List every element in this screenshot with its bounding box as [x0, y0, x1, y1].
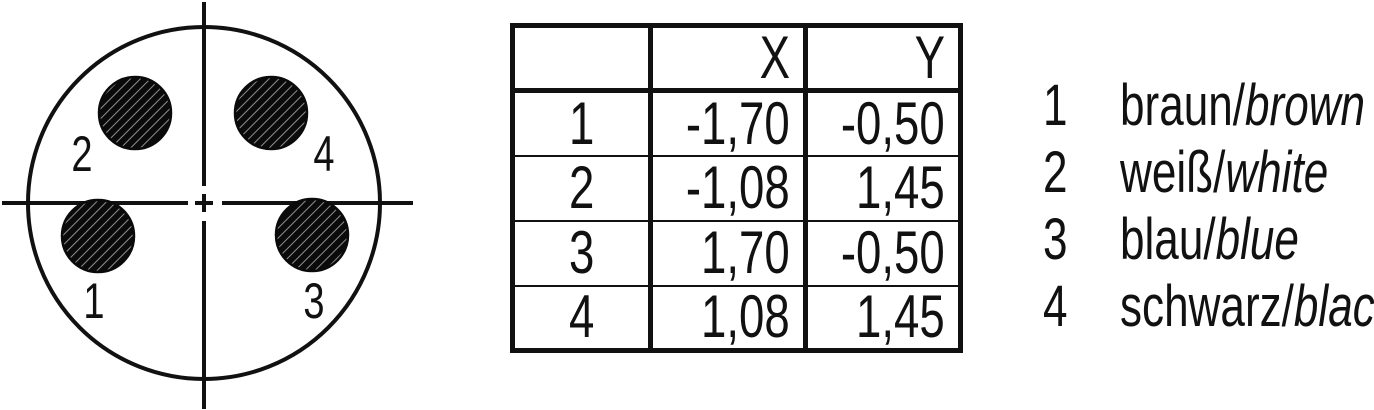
y-value-cell: -0,50: [802, 90, 961, 156]
legend-number: 4: [1043, 274, 1068, 339]
table-row-pin-1: 1 -1,70 -0,50: [513, 89, 961, 157]
y-value-cell: -0,50: [802, 219, 961, 286]
y-value-cell: 1,45: [802, 154, 961, 221]
column-header-x: X: [648, 25, 806, 93]
legend-item-4: 4 schwarz/black: [1043, 273, 1374, 340]
pin-1-contact: [60, 198, 136, 274]
pin-number-cell: 2: [512, 154, 651, 221]
slash-separator: /: [1213, 140, 1226, 205]
legend-item-3: 3 blau/blue: [1043, 206, 1374, 273]
slash-separator: /: [1203, 207, 1216, 272]
table-corner-cell: [512, 25, 651, 93]
x-value-cell: -1,70: [648, 90, 806, 156]
pin-2-label: 2: [71, 127, 92, 182]
pin-3-label: 3: [303, 274, 324, 329]
column-header-y: Y: [802, 25, 961, 93]
pin-coordinates-table: X Y 1 -1,70 -0,50 2 -1,08 1,45 3 1,70 -0…: [510, 23, 963, 353]
table-header-row: X Y: [512, 25, 961, 93]
legend-label: braun/brown: [1120, 73, 1366, 138]
table-row-pin-4: 4 1,08 1,45: [512, 284, 961, 351]
pin-number-cell: 4: [512, 284, 651, 351]
pin-4-contact: [233, 75, 309, 151]
pin-number-cell: 3: [512, 219, 651, 286]
slash-separator: /: [1281, 274, 1294, 339]
pin-3-contact: [274, 197, 350, 273]
x-value-cell: -1,08: [648, 154, 806, 221]
connector-outline-circle: [26, 25, 382, 381]
pin-4-label: 4: [313, 127, 334, 182]
legend-label: weiß/white: [1120, 140, 1329, 205]
table-row-pin-3: 3 1,70 -0,50: [512, 219, 961, 286]
slash-separator: /: [1232, 73, 1245, 138]
pin-number-cell: 1: [568, 89, 595, 157]
legend-number: 2: [1043, 140, 1068, 205]
crosshair-centerlines: [2, 2, 413, 409]
legend-item-2: 2 weiß/white: [1043, 139, 1374, 206]
pin-2-contact: [97, 75, 173, 151]
legend-label: blau/blue: [1120, 207, 1299, 272]
connector-face-diagram: 1 2 3 4: [2, 2, 413, 409]
legend-item-1: 1 braun/brown: [1043, 72, 1374, 139]
wire-color-legend: 1 braun/brown 2 weiß/white 3 blau/blue 4…: [1043, 72, 1374, 340]
legend-label: schwarz/black: [1120, 274, 1374, 339]
y-value-cell: 1,45: [802, 284, 961, 351]
pin-1-label: 1: [83, 274, 104, 329]
x-value-cell: 1,08: [648, 284, 806, 351]
legend-number: 1: [1043, 73, 1068, 138]
legend-number: 3: [1043, 207, 1068, 272]
table-row-pin-2: 2 -1,08 1,45: [512, 154, 961, 221]
x-value-cell: 1,70: [648, 219, 806, 286]
